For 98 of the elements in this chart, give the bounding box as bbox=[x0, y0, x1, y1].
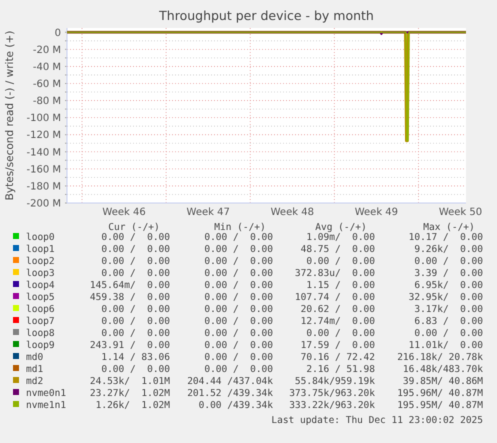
text: 0.00 / 0.00 bbox=[204, 268, 274, 279]
text: 1.14 / 83.06 bbox=[101, 352, 170, 363]
legend-label: loop4 bbox=[26, 280, 55, 291]
text: 0.00 / 0.00 bbox=[204, 244, 274, 255]
y-tick-label: -160 M bbox=[26, 164, 61, 176]
x-tick-label: Week 48 bbox=[270, 207, 314, 218]
text: 373.75k/963.20k bbox=[289, 388, 376, 399]
text: 0.00 /439.34k bbox=[198, 400, 274, 411]
text: 0.00 / 0.00 bbox=[101, 268, 170, 279]
text: 0.00 / 0.00 bbox=[101, 328, 170, 339]
x-tick-label: Week 50 bbox=[438, 207, 482, 218]
text: 0.00 / 0.00 bbox=[414, 328, 484, 339]
text: 0.00 / 0.00 bbox=[204, 292, 274, 303]
y-tick-label: -20 M bbox=[32, 44, 61, 56]
text: 1.09m/ 0.00 bbox=[306, 232, 376, 243]
text: 48.75 / 0.00 bbox=[300, 244, 376, 255]
y-tick-label: -80 M bbox=[32, 96, 61, 108]
text: 3.17k/ 0.00 bbox=[414, 304, 484, 315]
text: 0.00 / 0.00 bbox=[204, 256, 274, 267]
text: 16.48k/483.70k bbox=[402, 364, 484, 375]
y-tick-label: -60 M bbox=[32, 78, 61, 90]
text: 1.26k/ 1.02M bbox=[96, 400, 170, 411]
legend-label: loop9 bbox=[26, 340, 55, 351]
text: 0.00 / 0.00 bbox=[414, 256, 484, 267]
text: 195.96M/ 40.87M bbox=[397, 388, 484, 399]
text: 70.16 / 72.42 bbox=[300, 352, 375, 363]
text: Cur (-/+) bbox=[108, 222, 160, 233]
text: 24.53k/ 1.01M bbox=[90, 376, 170, 387]
text: 0.00 / 0.00 bbox=[101, 316, 170, 327]
text: 55.84k/959.19k bbox=[294, 376, 376, 387]
text: 0.00 / 0.00 bbox=[204, 304, 274, 315]
text: 0.00 / 0.00 bbox=[204, 328, 274, 339]
text: 10.17 / 0.00 bbox=[408, 232, 484, 243]
text: 204.44 /437.04k bbox=[187, 376, 274, 387]
text: 333.22k/963.20k bbox=[289, 400, 376, 411]
legend-label: loop0 bbox=[26, 232, 55, 243]
legend-label: loop5 bbox=[26, 292, 55, 303]
y-tick-label: -200 M bbox=[26, 198, 61, 210]
legend-label: loop6 bbox=[26, 304, 55, 315]
text: 372.83u/ 0.00 bbox=[294, 268, 376, 279]
text: 6.95k/ 0.00 bbox=[414, 280, 484, 291]
legend-label: loop2 bbox=[26, 256, 55, 267]
text: 0.00 / 0.00 bbox=[101, 304, 170, 315]
y-axis-title: Bytes/second read (-) / write (+) bbox=[4, 30, 16, 200]
text: 17.59 / 0.00 bbox=[300, 340, 376, 351]
text: 32.95k/ 0.00 bbox=[408, 292, 484, 303]
legend-label: loop1 bbox=[26, 244, 55, 255]
legend-label: md2 bbox=[26, 376, 44, 387]
x-tick-label: Week 49 bbox=[354, 207, 398, 218]
text: 201.52 /439.34k bbox=[187, 388, 274, 399]
text: 39.85M/ 40.86M bbox=[402, 376, 484, 387]
text: 23.27k/ 1.02M bbox=[90, 388, 170, 399]
text: 0.00 / 0.00 bbox=[204, 280, 274, 291]
text: 20.62 / 0.00 bbox=[300, 304, 376, 315]
text: Min (-/+) bbox=[214, 222, 266, 233]
text: 0.00 / 0.00 bbox=[306, 256, 376, 267]
text: 0.00 / 0.00 bbox=[101, 364, 170, 375]
text: 107.74 / 0.00 bbox=[294, 292, 376, 303]
y-tick-label: -120 M bbox=[26, 130, 61, 142]
text: 9.26k/ 0.00 bbox=[414, 244, 484, 255]
text: 195.95M/ 40.87M bbox=[397, 400, 484, 411]
text: 12.74m/ 0.00 bbox=[300, 316, 376, 327]
x-tick-label: Week 46 bbox=[102, 207, 146, 218]
text: Last update: Thu Dec 11 23:00:02 2025 bbox=[271, 415, 483, 426]
text: 459.38 / 0.00 bbox=[90, 292, 170, 303]
legend-label: md0 bbox=[26, 352, 44, 363]
text: 0.00 / 0.00 bbox=[204, 364, 274, 375]
text: 243.91 / 0.00 bbox=[90, 340, 170, 351]
x-tick-label: Week 47 bbox=[186, 207, 230, 218]
text: 3.39 / 0.00 bbox=[414, 268, 484, 279]
text: 0.00 / 0.00 bbox=[204, 232, 274, 243]
y-tick-label: -180 M bbox=[26, 181, 61, 192]
y-tick-label: -140 M bbox=[26, 147, 61, 158]
chart-title: Throughput per device - by month bbox=[158, 8, 374, 23]
legend-label: loop7 bbox=[26, 316, 55, 327]
legend-label: md1 bbox=[26, 364, 44, 375]
text: 0.00 / 0.00 bbox=[101, 232, 170, 243]
text: Avg (-/+) bbox=[315, 222, 367, 233]
legend-label: nvme1n1 bbox=[26, 400, 66, 411]
text: 0.00 / 0.00 bbox=[101, 244, 170, 255]
y-tick-label: -100 M bbox=[26, 113, 61, 124]
text: 2.16 / 51.98 bbox=[306, 364, 376, 375]
text: 0.00 / 0.00 bbox=[204, 316, 274, 327]
text: 0.00 / 0.00 bbox=[204, 340, 274, 351]
text: 216.18k/ 20.78k bbox=[397, 352, 484, 363]
legend-label: nvme0n1 bbox=[26, 388, 66, 399]
text: 0.00 / 0.00 bbox=[306, 328, 376, 339]
text: 145.64m/ 0.00 bbox=[90, 280, 170, 291]
legend-label: loop3 bbox=[26, 268, 55, 279]
text: 0.00 / 0.00 bbox=[101, 256, 170, 267]
text: 6.83 / 0.00 bbox=[414, 316, 484, 327]
text: 11.01k/ 0.00 bbox=[408, 340, 484, 351]
text: 1.15 / 0.00 bbox=[306, 280, 376, 291]
text: Max (-/+) bbox=[423, 222, 475, 233]
y-tick-label: 0 bbox=[54, 28, 61, 39]
legend-label: loop8 bbox=[26, 328, 55, 339]
text: 0.00 / 0.00 bbox=[204, 352, 274, 363]
y-tick-label: -40 M bbox=[32, 62, 61, 73]
